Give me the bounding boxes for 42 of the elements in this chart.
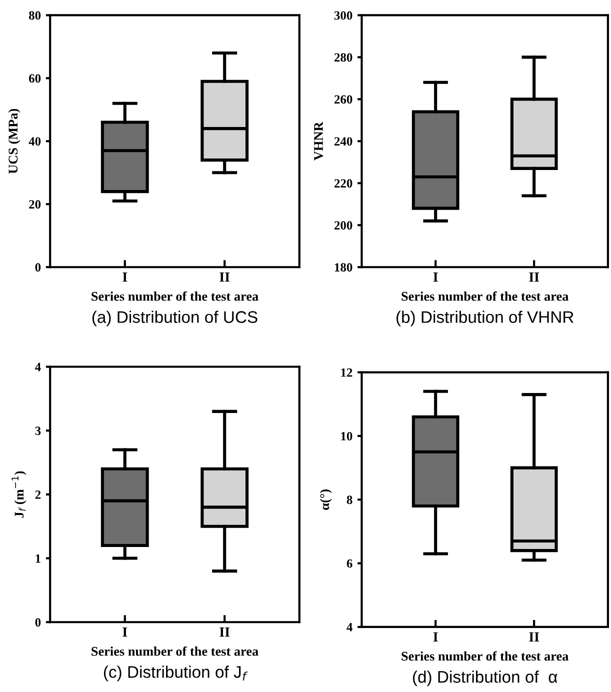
y-tick-label: 4	[34, 362, 41, 372]
x-axis-title: Series number of the test area	[92, 646, 258, 656]
y-tick-label: 260	[334, 95, 352, 104]
y-tick-label: 4	[346, 623, 352, 632]
y-tick-label: 280	[334, 53, 352, 62]
text: (b) Distribution of VHNR	[396, 310, 574, 326]
y-tick-label: 200	[334, 221, 352, 230]
y-tick-label: 6	[346, 559, 352, 568]
y-tick-label: 180	[334, 263, 352, 272]
x-tick-label: I	[122, 628, 128, 637]
y-tick-label: 10	[341, 432, 352, 440]
x-tick-label: II	[529, 632, 540, 642]
y-tick-label: 0	[35, 618, 41, 627]
y-tick-label: 60	[29, 74, 41, 83]
x-tick-label: II	[220, 272, 230, 282]
y-tick-label: 240	[334, 137, 352, 146]
x-axis-title: Series number of the test area	[402, 651, 568, 661]
y-axis-title: J$_{f}$ (m$^{−1}$)	[12, 471, 26, 518]
y-axis-title: VHNR	[314, 122, 323, 160]
y-tick-label: 1	[36, 554, 40, 563]
x-tick-label: I	[433, 632, 438, 642]
y-tick-label: 20	[29, 200, 41, 209]
y-tick-label: 220	[334, 179, 352, 188]
x-axis-title: Series number of the test area	[92, 291, 258, 301]
text: (d) Distribution of α	[412, 670, 558, 686]
y-tick-label: 300	[334, 11, 352, 20]
x-tick-label: II	[220, 628, 230, 637]
y-tick-label: 3	[35, 426, 41, 436]
x-tick-label: I	[122, 272, 128, 282]
y-tick-label: 0	[35, 263, 41, 272]
text: (c) Distribution of J$_{f}$	[104, 666, 248, 682]
text: (a) Distribution of UCS	[92, 310, 258, 326]
x-tick-label: II	[529, 272, 540, 282]
x-axis-title: Series number of the test area	[402, 291, 568, 301]
y-tick-label: 12	[341, 368, 352, 377]
x-tick-label: I	[433, 272, 438, 282]
y-axis-title: UCS (MPa)	[8, 108, 20, 174]
y-tick-label: 40	[28, 137, 41, 146]
y-axis-title: α(°)	[320, 489, 332, 510]
y-tick-label: 2	[35, 490, 41, 499]
y-tick-label: 80	[28, 11, 41, 20]
y-tick-label: 8	[346, 496, 352, 504]
